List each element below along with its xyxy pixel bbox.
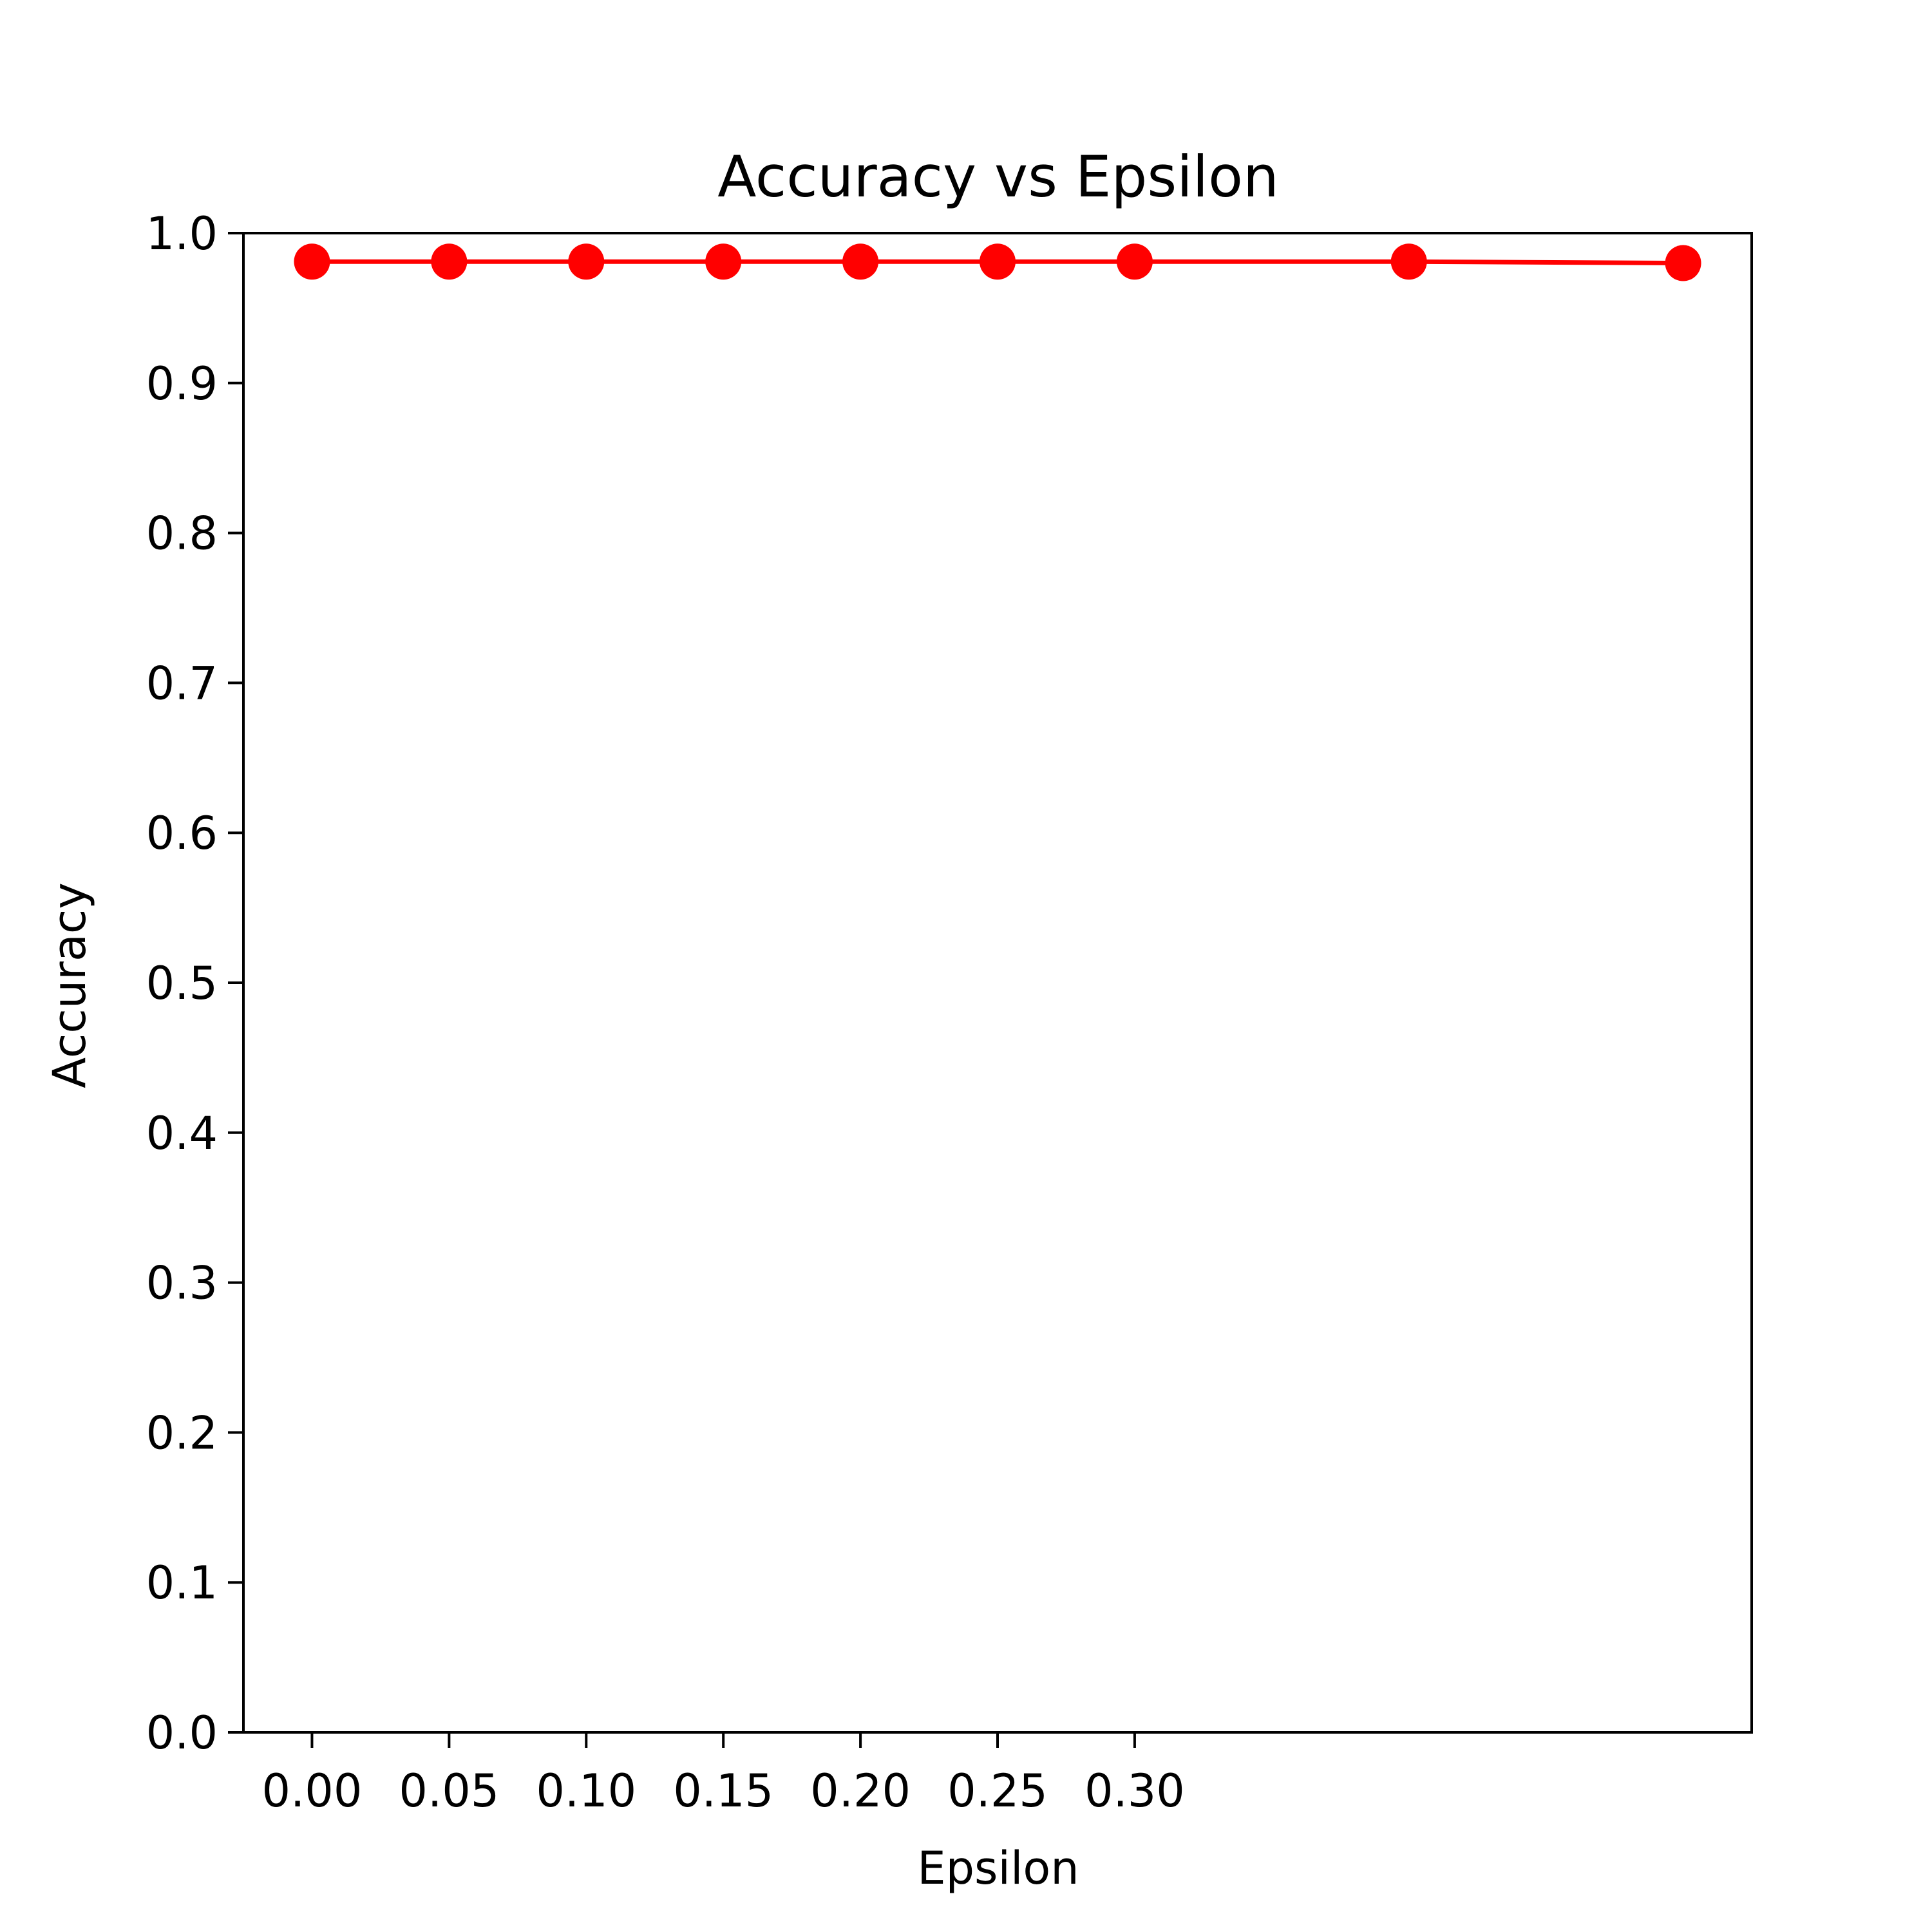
data-point	[1665, 245, 1701, 281]
data-point	[842, 243, 879, 280]
y-tick-label: 0.3	[146, 1257, 218, 1310]
y-tick-label: 0.8	[146, 507, 218, 560]
x-tick-label: 0.25	[947, 1765, 1048, 1817]
y-tick-label: 0.9	[146, 357, 218, 410]
plot-frame	[242, 232, 1753, 1734]
data-point	[1390, 243, 1427, 280]
x-tick-label: 0.15	[673, 1765, 773, 1817]
y-tick-label: 0.6	[146, 807, 218, 860]
y-tick-label: 0.5	[146, 957, 218, 1010]
y-tick-label: 0.1	[146, 1557, 218, 1609]
y-axis-ticks: 0.0 0.1 0.2 0.3 0.4 0.5 0.6 0.7 0.8 0.9 1.0	[146, 207, 243, 1759]
series-layer	[294, 243, 1701, 281]
y-tick-label: 0.2	[146, 1406, 218, 1459]
y-axis-label: Accuracy	[43, 882, 96, 1088]
x-tick-label: 0.30	[1084, 1765, 1185, 1817]
data-point	[294, 243, 330, 280]
y-tick-label: 0.4	[146, 1107, 218, 1160]
x-tick-label: 0.20	[810, 1765, 911, 1817]
x-axis-ticks: 0.00 0.05 0.10 0.15 0.20 0.25 0.30	[262, 1732, 1185, 1817]
data-point	[568, 243, 605, 280]
data-point	[705, 243, 742, 280]
chart-title: Accuracy vs Epsilon	[717, 144, 1278, 210]
y-tick-label: 0.7	[146, 657, 218, 710]
y-tick-label: 1.0	[146, 207, 218, 260]
x-axis-label: Epsilon	[917, 1842, 1079, 1895]
x-tick-label: 0.00	[262, 1765, 363, 1817]
data-point	[1116, 243, 1153, 280]
x-tick-label: 0.05	[399, 1765, 499, 1817]
x-tick-label: 0.10	[536, 1765, 636, 1817]
y-tick-label: 0.0	[146, 1707, 218, 1759]
data-point	[431, 243, 468, 280]
data-point	[980, 243, 1016, 280]
